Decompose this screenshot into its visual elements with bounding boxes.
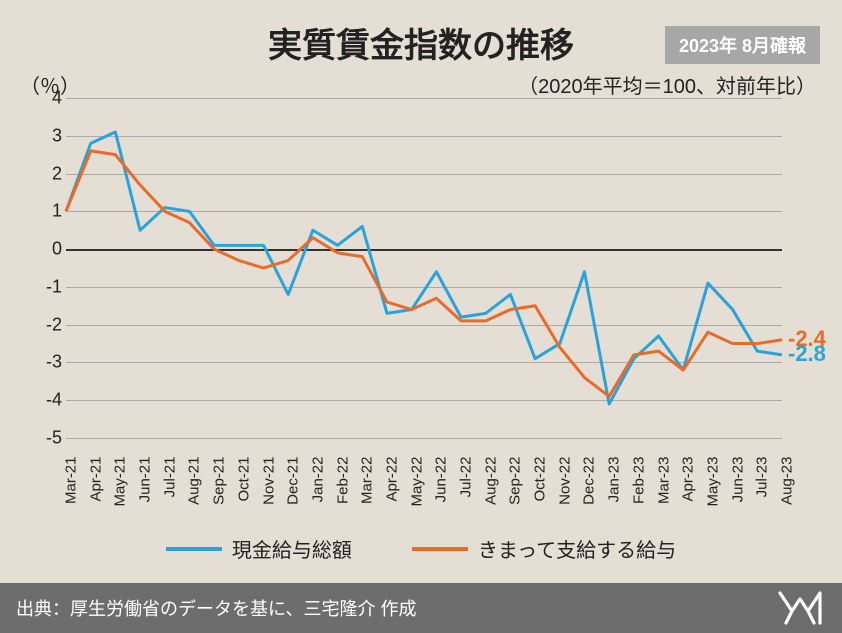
legend-label: きまって支給する給与 <box>478 534 676 563</box>
legend: 現金給与総額 きまって支給する給与 <box>0 534 842 564</box>
y-tick-label: -4 <box>30 390 62 411</box>
chart-container: 実質賃金指数の推移 2023年 8月確報 （2020年平均＝100、対前年比） … <box>0 0 842 583</box>
x-tick-label: Mar-23 <box>655 457 672 527</box>
x-tick-label: Jun-22 <box>433 457 450 527</box>
y-tick-label: 2 <box>30 163 62 184</box>
source-text: 出典：厚生労働省のデータを基に、三宅隆介 作成 <box>16 595 416 621</box>
legend-item: きまって支給する給与 <box>412 534 676 563</box>
x-tick-label: May-21 <box>112 457 129 527</box>
x-tick-label: Dec-22 <box>581 457 598 527</box>
x-tick-label: May-22 <box>408 457 425 527</box>
x-tick-label: Apr-21 <box>87 457 104 527</box>
x-tick-label: Jan-23 <box>606 457 623 527</box>
x-tick-label: Aug-23 <box>779 457 796 527</box>
y-tick-label: -1 <box>30 276 62 297</box>
x-tick-label: Nov-22 <box>556 457 573 527</box>
y-tick-label: -2 <box>30 314 62 335</box>
y-tick-label: 3 <box>30 125 62 146</box>
chart-title: 実質賃金指数の推移 <box>268 18 574 67</box>
x-tick-label: Jul-23 <box>754 457 771 527</box>
x-tick-label: Dec-21 <box>285 457 302 527</box>
x-tick-label: Aug-21 <box>186 457 203 527</box>
x-tick-label: Jul-21 <box>161 457 178 527</box>
y-tick-label: -3 <box>30 352 62 373</box>
y-tick-label: 1 <box>30 201 62 222</box>
x-tick-label: Aug-22 <box>482 457 499 527</box>
footer-bar: 出典：厚生労働省のデータを基に、三宅隆介 作成 <box>0 583 842 633</box>
chart-subtitle: （2020年平均＝100、対前年比） <box>518 70 816 99</box>
series-end-label: -2.4 <box>788 326 826 352</box>
x-tick-label: Jan-22 <box>309 457 326 527</box>
y-tick-label: -5 <box>30 428 62 449</box>
legend-label: 現金給与総額 <box>232 534 352 563</box>
x-tick-label: Apr-22 <box>383 457 400 527</box>
x-tick-label: Feb-23 <box>630 457 647 527</box>
x-tick-label: Jun-23 <box>729 457 746 527</box>
x-tick-label: Jun-21 <box>137 457 154 527</box>
x-tick-label: May-23 <box>704 457 721 527</box>
x-tick-label: Oct-22 <box>532 457 549 527</box>
legend-swatch <box>412 547 468 551</box>
x-tick-label: Feb-22 <box>334 457 351 527</box>
line-series <box>66 98 782 438</box>
legend-item: 現金給与総額 <box>166 534 352 563</box>
x-tick-label: Sep-21 <box>211 457 228 527</box>
y-tick-label: 4 <box>30 88 62 109</box>
plot-area: 43210-1-2-3-4-5 Mar-21Apr-21May-21Jun-21… <box>66 98 782 438</box>
x-tick-label: Mar-22 <box>359 457 376 527</box>
legend-swatch <box>166 547 222 551</box>
y-tick-label: 0 <box>30 239 62 260</box>
x-tick-label: Nov-21 <box>260 457 277 527</box>
date-badge: 2023年 8月確報 <box>665 26 820 64</box>
x-tick-label: Apr-23 <box>680 457 697 527</box>
x-tick-label: Oct-21 <box>235 457 252 527</box>
logo-icon <box>778 591 822 625</box>
x-tick-label: Jul-22 <box>458 457 475 527</box>
x-tick-label: Sep-22 <box>507 457 524 527</box>
x-tick-label: Mar-21 <box>63 457 80 527</box>
gridline <box>66 438 782 439</box>
